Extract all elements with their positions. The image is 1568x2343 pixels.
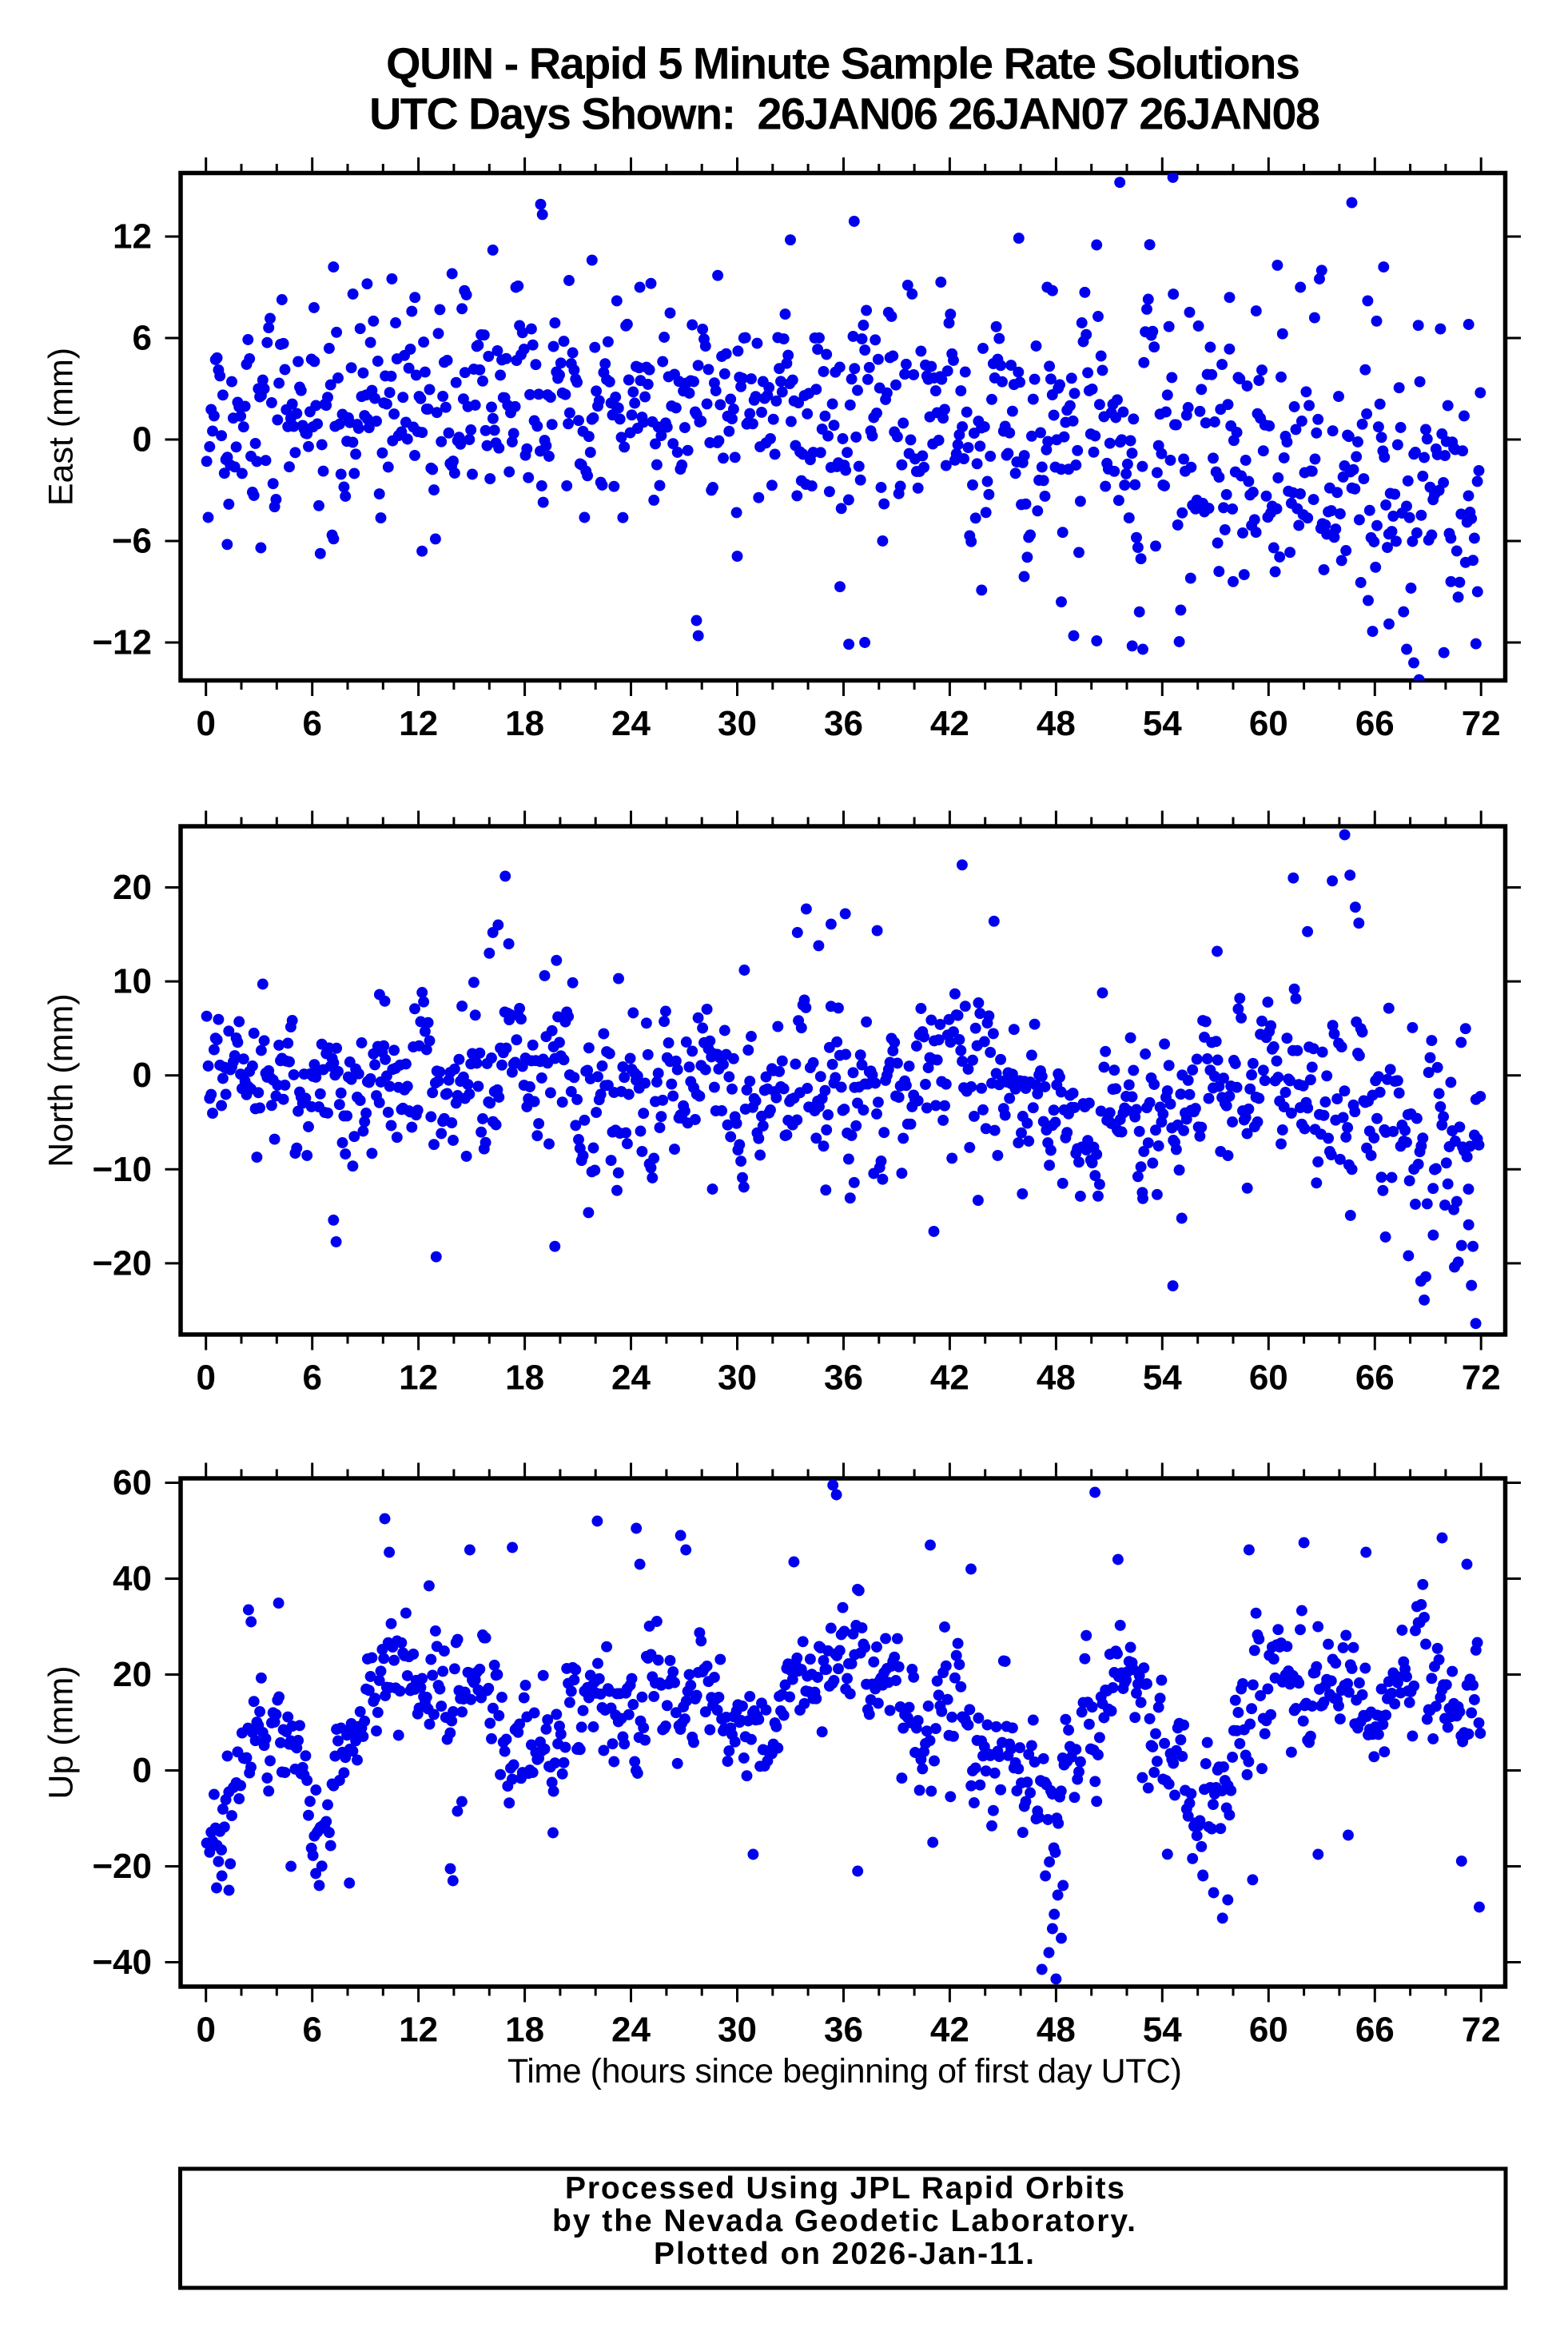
svg-text:48: 48 (1037, 1358, 1076, 1398)
svg-text:36: 36 (824, 1358, 863, 1398)
svg-text:−6: −6 (112, 522, 152, 561)
svg-text:30: 30 (718, 2011, 757, 2050)
svg-text:12: 12 (399, 1358, 438, 1398)
svg-text:20: 20 (113, 1655, 152, 1694)
svg-text:60: 60 (1249, 1358, 1288, 1398)
svg-text:20: 20 (113, 868, 152, 907)
svg-text:0: 0 (133, 1056, 152, 1095)
svg-text:24: 24 (611, 1358, 651, 1398)
svg-text:66: 66 (1355, 704, 1395, 743)
svg-text:0: 0 (133, 1751, 152, 1790)
svg-text:Up (mm): Up (mm) (42, 1665, 81, 1799)
svg-text:72: 72 (1462, 2011, 1501, 2050)
svg-text:18: 18 (505, 1358, 544, 1398)
svg-text:0: 0 (196, 704, 215, 743)
svg-text:0: 0 (133, 420, 152, 459)
svg-text:42: 42 (930, 1358, 969, 1398)
svg-text:−20: −20 (92, 1243, 152, 1283)
svg-text:−20: −20 (92, 1847, 152, 1886)
svg-text:36: 36 (824, 2011, 863, 2050)
svg-text:6: 6 (133, 319, 152, 358)
svg-text:36: 36 (824, 704, 863, 743)
svg-text:12: 12 (113, 217, 152, 257)
svg-text:48: 48 (1037, 2011, 1076, 2050)
svg-text:−10: −10 (92, 1150, 152, 1189)
svg-text:6: 6 (302, 704, 321, 743)
svg-text:42: 42 (930, 2011, 969, 2050)
svg-text:18: 18 (505, 2011, 544, 2050)
svg-text:24: 24 (611, 704, 651, 743)
svg-text:−40: −40 (92, 1943, 152, 1982)
svg-text:60: 60 (113, 1463, 152, 1502)
svg-text:72: 72 (1462, 704, 1501, 743)
svg-text:18: 18 (505, 704, 544, 743)
svg-text:24: 24 (611, 2011, 651, 2050)
svg-text:East (mm): East (mm) (42, 348, 81, 506)
svg-text:54: 54 (1143, 2011, 1182, 2050)
svg-text:Processed Using JPL Rapid Orbi: Processed Using JPL Rapid Orbits (565, 2171, 1124, 2206)
svg-text:Time (hours since beginning of: Time (hours since beginning of first day… (507, 2052, 1182, 2090)
svg-text:40: 40 (113, 1559, 152, 1598)
svg-text:72: 72 (1462, 1358, 1501, 1398)
svg-text:North (mm): North (mm) (42, 993, 81, 1167)
svg-text:60: 60 (1249, 2011, 1288, 2050)
svg-text:10: 10 (113, 962, 152, 1001)
svg-text:30: 30 (718, 704, 757, 743)
svg-text:48: 48 (1037, 704, 1076, 743)
svg-text:12: 12 (399, 704, 438, 743)
svg-text:6: 6 (302, 2011, 321, 2050)
svg-text:−12: −12 (92, 623, 152, 662)
svg-text:Plotted on 2026-Jan-11.: Plotted on 2026-Jan-11. (654, 2237, 1034, 2271)
svg-text:QUIN - Rapid 5 Minute Sample R: QUIN - Rapid 5 Minute Sample Rate Soluti… (386, 38, 1300, 89)
svg-text:by the Nevada Geodetic Laborat: by the Nevada Geodetic Laboratory. (552, 2204, 1136, 2238)
svg-text:54: 54 (1143, 704, 1182, 743)
svg-text:6: 6 (302, 1358, 321, 1398)
svg-text:30: 30 (718, 1358, 757, 1398)
svg-text:42: 42 (930, 704, 969, 743)
svg-text:0: 0 (196, 1358, 215, 1398)
svg-text:66: 66 (1355, 2011, 1395, 2050)
svg-text:54: 54 (1143, 1358, 1182, 1398)
svg-text:0: 0 (196, 2011, 215, 2050)
svg-text:60: 60 (1249, 704, 1288, 743)
svg-text:66: 66 (1355, 1358, 1395, 1398)
svg-text:12: 12 (399, 2011, 438, 2050)
svg-text:UTC Days Shown: 26JAN06 26JAN: UTC Days Shown: 26JAN06 26JAN07 26JAN08 (369, 89, 1320, 139)
